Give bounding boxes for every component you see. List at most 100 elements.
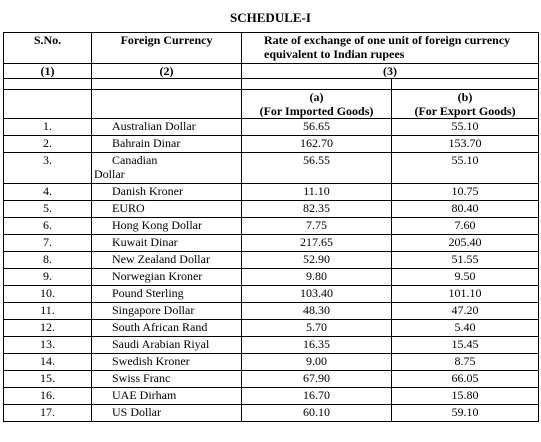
currency-name: Australian Dollar	[112, 119, 196, 133]
currency-name: Norwegian Kroner	[112, 269, 203, 283]
table-row: 5. EURO 82.35 80.40	[3, 200, 540, 218]
imported-label: (For Imported Goods)	[259, 104, 374, 118]
column-number-row: (1) (2) (3)	[3, 63, 540, 79]
table-row: 8. New Zealand Dollar 52.90 51.55	[3, 251, 540, 269]
imported-rate-cell: 5.70	[241, 319, 392, 337]
currency-name: UAE Dirham	[112, 388, 177, 402]
export-rate-cell: 5.40	[390, 319, 540, 337]
table-row: 3. Canadian Dollar 56.55 55.10	[3, 152, 540, 184]
export-rate-cell: 51.55	[390, 251, 540, 269]
sno-cell: 12.	[3, 319, 92, 337]
imported-rate-cell: 82.35	[241, 200, 392, 218]
imported-rate-cell: 52.90	[241, 251, 392, 269]
sno-header: S.No.	[3, 32, 92, 64]
blank-cell	[91, 89, 242, 119]
imported-rate-cell: 9.00	[241, 353, 392, 371]
spacer-cell	[91, 78, 242, 90]
currency-cell: Australian Dollar	[91, 118, 242, 136]
export-goods-header: (b) (For Export Goods)	[390, 89, 540, 119]
exchange-rate-table: S.No. Foreign Currency Rate of exchange …	[3, 32, 540, 422]
export-rate-cell: 66.05	[390, 370, 540, 388]
spacer-cell	[390, 78, 540, 90]
export-rate-cell: 15.45	[390, 336, 540, 354]
table-row: 1. Australian Dollar 56.65 55.10	[3, 118, 540, 136]
blank-cell	[3, 89, 92, 119]
sno-cell: 9.	[3, 268, 92, 286]
sno-cell: 16.	[3, 387, 92, 405]
export-rate-cell: 205.40	[390, 234, 540, 252]
currency-header: Foreign Currency	[91, 32, 242, 64]
imported-goods-header: (a) (For Imported Goods)	[241, 89, 392, 119]
sno-cell: 11.	[3, 302, 92, 320]
sno-cell: 8.	[3, 251, 92, 269]
sno-cell: 15.	[3, 370, 92, 388]
sno-cell: 13.	[3, 336, 92, 354]
sno-cell: 1.	[3, 118, 92, 136]
imported-rate-cell: 16.35	[241, 336, 392, 354]
table-row: 4. Danish Kroner 11.10 10.75	[3, 183, 540, 201]
table-row: 10. Pound Sterling 103.40 101.10	[3, 285, 540, 303]
sno-cell: 6.	[3, 217, 92, 235]
currency-cell: Hong Kong Dollar	[91, 217, 242, 235]
imported-rate-cell: 217.65	[241, 234, 392, 252]
export-rate-cell: 59.10	[390, 404, 540, 422]
export-rate-cell: 8.75	[390, 353, 540, 371]
currency-cell: Bahrain Dinar	[91, 135, 242, 153]
imported-rate-cell: 7.75	[241, 217, 392, 235]
col-number-1: (1)	[3, 63, 92, 79]
imported-rate-cell: 9.80	[241, 268, 392, 286]
sno-cell: 17.	[3, 404, 92, 422]
currency-cell: EURO	[91, 200, 242, 218]
table-row: 16. UAE Dirham 16.70 15.80	[3, 387, 540, 405]
currency-cell: South African Rand	[91, 319, 242, 337]
table-row: 15. Swiss Franc 67.90 66.05	[3, 370, 540, 388]
export-rate-cell: 10.75	[390, 183, 540, 201]
imported-rate-cell: 67.90	[241, 370, 392, 388]
sno-cell: 5.	[3, 200, 92, 218]
imported-rate-cell: 48.30	[241, 302, 392, 320]
spacer-cell	[3, 78, 92, 90]
sub-b-label: (b)	[457, 90, 473, 104]
spacer-row	[3, 78, 540, 90]
sno-cell: 7.	[3, 234, 92, 252]
export-rate-cell: 101.10	[390, 285, 540, 303]
currency-cell: Canadian Dollar	[91, 152, 242, 184]
currency-name-continued: Dollar	[94, 167, 125, 181]
currency-name: Swedish Kroner	[112, 354, 190, 368]
schedule-title: SCHEDULE-I	[230, 10, 311, 25]
currency-cell: Danish Kroner	[91, 183, 242, 201]
table-row: 9. Norwegian Kroner 9.80 9.50	[3, 268, 540, 286]
table-row: 14. Swedish Kroner 9.00 8.75	[3, 353, 540, 371]
table-row: 13. Saudi Arabian Riyal 16.35 15.45	[3, 336, 540, 354]
header-row: S.No. Foreign Currency Rate of exchange …	[3, 32, 540, 64]
table-row: 17. US Dollar 60.10 59.10	[3, 404, 540, 422]
export-rate-cell: 15.80	[390, 387, 540, 405]
imported-rate-cell: 56.55	[241, 152, 392, 184]
currency-name: Hong Kong Dollar	[112, 218, 202, 232]
currency-name: Canadian	[112, 153, 158, 167]
imported-rate-cell: 11.10	[241, 183, 392, 201]
imported-rate-cell: 162.70	[241, 135, 392, 153]
col-number-2: (2)	[91, 63, 242, 79]
sno-cell: 4.	[3, 183, 92, 201]
currency-name: Bahrain Dinar	[112, 136, 181, 150]
col-number-3: (3)	[240, 63, 540, 79]
currency-cell: US Dollar	[91, 404, 242, 422]
currency-name: South African Rand	[112, 320, 208, 334]
sno-cell: 14.	[3, 353, 92, 371]
table-row: 2. Bahrain Dinar 162.70 153.70	[3, 135, 540, 153]
currency-cell: Swiss Franc	[91, 370, 242, 388]
currency-cell: Kuwait Dinar	[91, 234, 242, 252]
export-rate-cell: 9.50	[390, 268, 540, 286]
sno-cell: 10.	[3, 285, 92, 303]
imported-rate-cell: 60.10	[241, 404, 392, 422]
currency-name: Kuwait Dinar	[112, 235, 178, 249]
table-row: 6. Hong Kong Dollar 7.75 7.60	[3, 217, 540, 235]
export-rate-cell: 47.20	[390, 302, 540, 320]
currency-name: Pound Sterling	[112, 286, 184, 300]
currency-cell: New Zealand Dollar	[91, 251, 242, 269]
table-row: 11. Singapore Dollar 48.30 47.20	[3, 302, 540, 320]
table-row: 7. Kuwait Dinar 217.65 205.40	[3, 234, 540, 252]
currency-cell: Norwegian Kroner	[91, 268, 242, 286]
export-rate-cell: 55.10	[390, 118, 540, 136]
